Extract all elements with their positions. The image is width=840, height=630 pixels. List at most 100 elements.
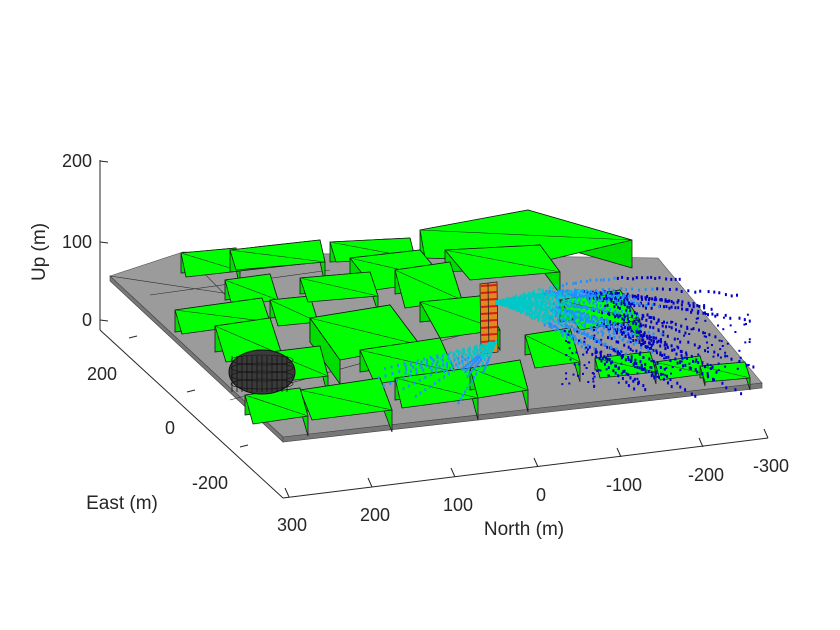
ray-sample: [577, 341, 580, 345]
ray-sample: [429, 385, 431, 389]
ray-sample: [662, 334, 665, 337]
ray-sample: [593, 294, 596, 298]
ray-sample: [475, 356, 477, 360]
ray-sample: [435, 363, 438, 367]
ray-sample: [676, 300, 679, 304]
ray-sample: [409, 373, 412, 377]
ray-sample: [651, 297, 654, 301]
ray-sample: [695, 321, 698, 324]
ray-sample: [472, 350, 475, 354]
ray-sample: [613, 311, 616, 315]
ray-sample: [485, 361, 488, 365]
ray-sample: [449, 360, 452, 364]
ray-sample: [707, 290, 710, 294]
ray-sample: [607, 327, 610, 331]
ray-sample: [413, 381, 416, 385]
ray-sample: [532, 290, 535, 294]
ray-sample: [620, 357, 623, 360]
ray-sample: [485, 352, 487, 356]
ray-sample: [603, 306, 606, 310]
ray-sample: [568, 330, 571, 333]
ray-sample: [637, 336, 640, 340]
ray-sample: [639, 360, 642, 364]
x-tick-mark: [367, 477, 373, 488]
ground-edge: [282, 382, 763, 443]
ray-sample: [629, 311, 632, 315]
ray-sample: [595, 350, 598, 354]
ray-sample: [745, 363, 748, 367]
ray-sample: [675, 287, 678, 291]
ray-sample: [740, 392, 743, 396]
ray-sample: [632, 321, 635, 325]
ray-sample: [473, 361, 476, 365]
ray-sample: [589, 293, 592, 297]
ray-sample: [539, 310, 542, 314]
ray-sample: [627, 358, 630, 362]
ray-sample: [612, 348, 615, 352]
ray-sample: [567, 333, 570, 336]
ray-sample: [585, 350, 588, 354]
ray-sample: [425, 364, 428, 368]
ray-sample: [669, 359, 672, 363]
ray-sample: [668, 299, 671, 303]
ray-sample: [651, 350, 654, 354]
ray-sample: [659, 298, 662, 302]
ray-sample: [579, 315, 582, 319]
ray-sample: [537, 310, 540, 314]
ray-sample: [415, 371, 418, 375]
ray-sample: [577, 289, 580, 293]
ray-sample: [618, 328, 621, 331]
ray-sample: [628, 305, 631, 309]
ray-sample: [580, 289, 583, 293]
ray-sample: [447, 353, 450, 357]
ray-sample: [414, 394, 417, 398]
ray-sample: [477, 368, 480, 372]
ray-sample: [587, 381, 590, 383]
ray-sample: [638, 352, 641, 356]
ray-sample: [660, 373, 663, 376]
ray-sample: [664, 347, 667, 351]
ray-sample: [649, 366, 652, 369]
ray-sample: [613, 335, 616, 339]
ray-sample: [631, 314, 634, 318]
ray-sample: [650, 336, 653, 339]
ray-sample: [627, 301, 630, 305]
ray-sample: [507, 304, 510, 308]
ray-sample: [464, 358, 467, 361]
ray-sample: [589, 290, 592, 293]
ray-sample: [556, 318, 559, 322]
ray-sample: [573, 304, 576, 308]
ray-sample: [648, 337, 651, 341]
ray-sample: [684, 363, 687, 367]
ray-sample: [525, 306, 527, 310]
tower-stripe: [480, 319, 498, 322]
ray-sample: [384, 367, 386, 370]
ray-sample: [436, 356, 439, 360]
ray-sample: [384, 374, 387, 378]
ray-sample: [547, 314, 550, 318]
ray-sample: [605, 294, 608, 298]
ray-sample: [635, 362, 638, 366]
ray-sample: [654, 277, 657, 280]
ray-sample: [613, 321, 616, 325]
ray-sample: [575, 312, 578, 316]
ray-sample: [642, 324, 645, 327]
ray-sample: [663, 353, 666, 357]
ray-sample: [676, 337, 679, 340]
ray-sample: [565, 289, 568, 293]
ray-sample: [592, 321, 595, 325]
ray-sample: [540, 300, 543, 304]
ray-sample: [546, 311, 549, 315]
ray-sample: [419, 363, 421, 367]
ray-sample: [719, 348, 722, 351]
ray-sample: [585, 367, 588, 369]
ray-sample: [730, 294, 733, 298]
ray-sample: [593, 328, 595, 331]
y-axis-label: East (m): [86, 493, 158, 514]
building-mesh-line: [309, 317, 421, 346]
ray-sample: [748, 341, 751, 343]
ray-sample: [482, 352, 485, 356]
ray-sample: [670, 344, 673, 348]
ray-sample: [662, 373, 665, 376]
